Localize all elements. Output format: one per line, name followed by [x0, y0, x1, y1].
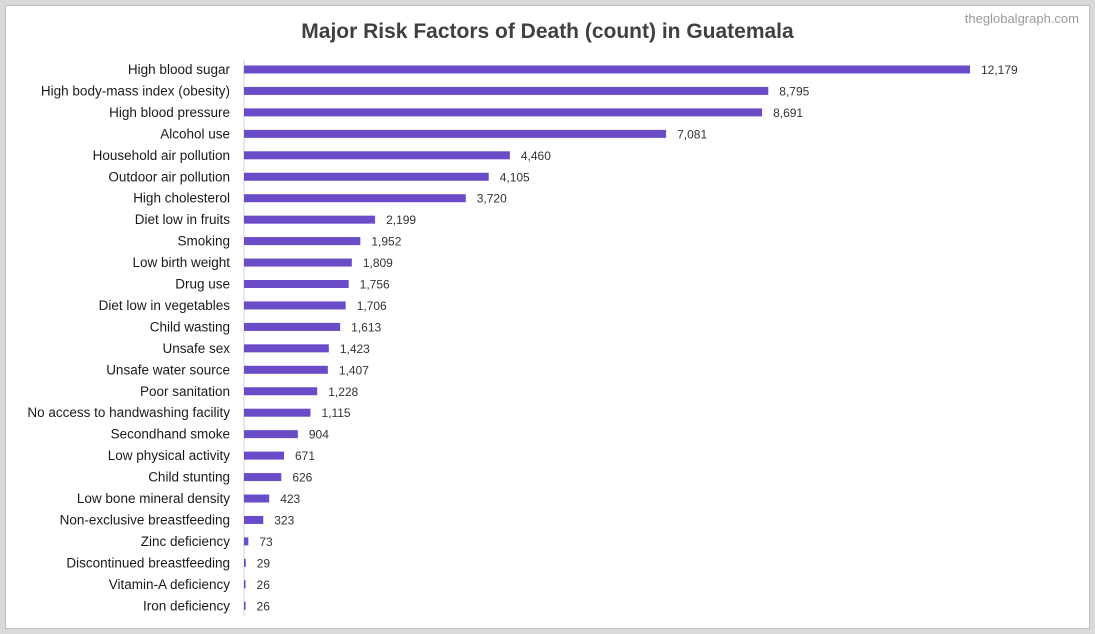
bar — [244, 258, 352, 267]
chart-title: Major Risk Factors of Death (count) in G… — [301, 20, 794, 43]
data-label: 3,720 — [477, 192, 507, 206]
bar — [244, 129, 667, 138]
bar — [244, 515, 264, 524]
data-label: 8,691 — [773, 106, 803, 120]
category-label: Vitamin-A deficiency — [109, 577, 231, 592]
bar — [244, 494, 270, 503]
data-label: 1,115 — [321, 406, 350, 420]
data-label: 1,809 — [363, 256, 393, 270]
data-label: 12,179 — [981, 63, 1018, 77]
category-label: Discontinued breastfeeding — [66, 555, 230, 570]
bar — [244, 430, 298, 439]
bar — [244, 558, 246, 567]
category-label: High body-mass index (obesity) — [41, 83, 230, 98]
bar — [244, 86, 769, 95]
category-label: High cholesterol — [133, 191, 230, 206]
data-label: 1,706 — [357, 299, 387, 313]
data-label: 1,756 — [360, 278, 390, 292]
data-label: 904 — [309, 428, 329, 442]
bar — [244, 473, 282, 482]
data-label: 671 — [295, 449, 315, 463]
data-label: 1,613 — [351, 320, 381, 334]
category-label: No access to handwashing facility — [27, 405, 230, 420]
category-label: Secondhand smoke — [111, 427, 230, 442]
bar — [244, 601, 246, 610]
category-label: Unsafe sex — [162, 341, 230, 356]
category-label: Iron deficiency — [143, 598, 230, 613]
data-label: 26 — [257, 599, 271, 613]
category-label: High blood pressure — [109, 105, 230, 120]
bar — [244, 65, 970, 74]
data-label: 323 — [274, 513, 294, 527]
category-label: Diet low in fruits — [135, 212, 231, 227]
bar — [244, 172, 489, 181]
data-label: 7,081 — [677, 127, 707, 141]
bar — [244, 365, 328, 374]
data-label: 1,228 — [328, 385, 358, 399]
bar — [244, 387, 318, 396]
chart-frame: Major Risk Factors of Death (count) in G… — [5, 5, 1090, 629]
bar — [244, 151, 510, 160]
category-label: Child wasting — [150, 319, 230, 334]
category-label: Low birth weight — [132, 255, 230, 270]
category-label: Diet low in vegetables — [99, 298, 231, 313]
watermark: theglobalgraph.com — [964, 11, 1079, 26]
category-label: Drug use — [175, 277, 230, 292]
category-label: Unsafe water source — [106, 362, 230, 377]
data-label: 1,423 — [340, 342, 370, 356]
bar — [244, 322, 341, 331]
category-label: Child stunting — [148, 470, 230, 485]
data-label: 4,105 — [500, 170, 530, 184]
data-label: 8,795 — [779, 84, 809, 98]
data-label: 29 — [257, 556, 271, 570]
bar — [244, 537, 249, 546]
bar — [244, 237, 361, 246]
bar — [244, 580, 246, 589]
data-label: 423 — [280, 492, 300, 506]
bar — [244, 194, 466, 203]
bar-chart: High blood sugar 12,179 High body-mass ind… — [27, 59, 1018, 616]
category-label: Low bone mineral density — [77, 491, 230, 506]
data-label: 1,952 — [371, 235, 401, 249]
bar — [244, 215, 376, 224]
category-label: Low physical activity — [108, 448, 231, 463]
bar — [244, 280, 349, 288]
category-label: Non-exclusive breastfeeding — [60, 512, 230, 527]
category-label: Household air pollution — [93, 148, 230, 163]
category-label: Smoking — [177, 234, 230, 249]
data-label: 1,407 — [339, 363, 369, 377]
data-label: 2,199 — [386, 213, 416, 227]
bar — [244, 301, 346, 310]
category-label: Zinc deficiency — [141, 534, 231, 549]
category-label: Outdoor air pollution — [108, 169, 230, 184]
bar — [244, 344, 329, 353]
data-label: 4,460 — [521, 149, 551, 163]
data-label: 73 — [259, 535, 273, 549]
data-label: 626 — [292, 471, 312, 485]
bar — [244, 451, 284, 460]
category-label: High blood sugar — [128, 62, 231, 77]
bar — [244, 108, 763, 117]
category-label: Alcohol use — [160, 126, 230, 141]
category-label: Poor sanitation — [140, 384, 230, 399]
bar — [244, 408, 311, 417]
data-label: 26 — [257, 578, 271, 592]
